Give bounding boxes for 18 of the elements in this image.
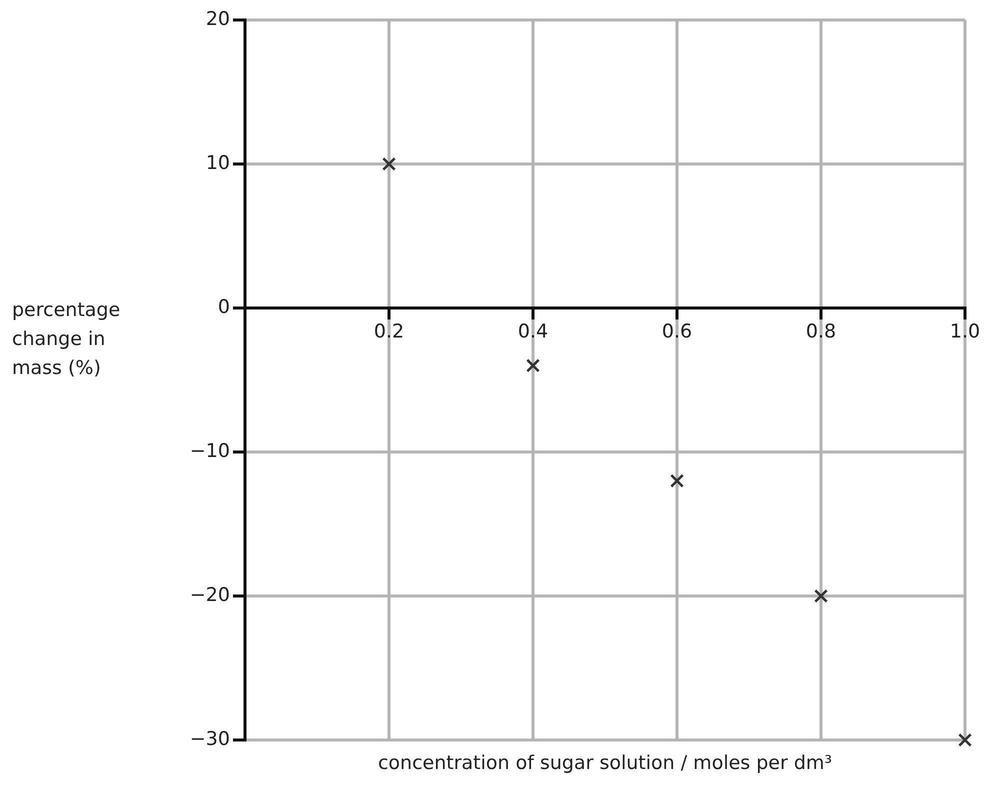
point	[526, 358, 540, 373]
point	[958, 733, 972, 747]
y-tick-label: 20	[206, 8, 230, 30]
y-tick-label: −30	[190, 728, 230, 750]
x-tick-label: 0.2	[374, 320, 404, 342]
point	[382, 157, 396, 171]
x-tick-label: 0.8	[806, 320, 836, 342]
y-tick-label: −10	[190, 440, 230, 462]
x-tick-label: 1.0	[950, 320, 980, 342]
point	[814, 589, 828, 603]
y-tick-label: 10	[206, 152, 230, 174]
x-axis-title: concentration of sugar solution / moles per dm³	[376, 752, 834, 774]
x-tick-label: 0.6	[662, 320, 692, 342]
y-tick-label: −20	[190, 584, 230, 606]
point	[670, 474, 684, 488]
y-axis-title: percentage change in mass (%)	[12, 298, 122, 381]
y-tick-label: 0	[218, 296, 230, 318]
x-tick-label: 0.4	[518, 320, 548, 342]
